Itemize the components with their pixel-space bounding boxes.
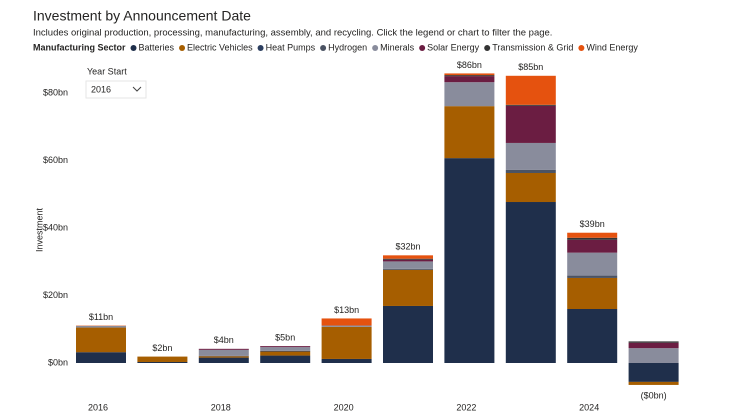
bar-segment[interactable]	[76, 327, 126, 353]
x-tick-label: 2020	[334, 402, 354, 412]
legend-label[interactable]: Solar Energy	[427, 42, 480, 52]
y-tick-label: $40bn	[43, 222, 68, 232]
total-label: $5bn	[275, 333, 295, 343]
y-tick-label: $80bn	[43, 87, 68, 97]
y-axis-label: Investment	[34, 207, 44, 252]
total-label: $11bn	[89, 312, 113, 322]
bar-segment[interactable]	[383, 259, 433, 262]
total-label: $13bn	[334, 305, 359, 315]
bar-segment[interactable]	[321, 326, 372, 359]
bar-segment[interactable]	[628, 341, 679, 343]
bar-segment[interactable]	[505, 202, 556, 363]
bar-segment[interactable]	[505, 142, 556, 170]
x-tick-label: 2022	[456, 402, 476, 412]
legend-label[interactable]: Electric Vehicles	[187, 42, 253, 52]
bar-segment[interactable]	[383, 261, 433, 269]
bar-segment[interactable]	[321, 318, 372, 326]
bar-segment[interactable]	[383, 269, 433, 306]
y-tick-label: $20bn	[43, 290, 68, 300]
chart-subtitle: Includes original production, processing…	[33, 28, 552, 39]
bar-segment[interactable]	[567, 277, 618, 309]
slicer-value[interactable]: 2016	[91, 84, 111, 94]
bar-segment[interactable]	[198, 356, 249, 358]
legend-label[interactable]: Heat Pumps	[266, 42, 316, 52]
total-label: $39bn	[580, 219, 605, 229]
bar-segment[interactable]	[444, 106, 495, 159]
bar-segment[interactable]	[137, 361, 188, 363]
bar-segment[interactable]	[260, 355, 311, 363]
legend-dot[interactable]	[372, 45, 379, 51]
total-label: $85bn	[518, 62, 543, 72]
bar-segment[interactable]	[505, 104, 556, 106]
bar-segment[interactable]	[444, 82, 495, 107]
bar-segment[interactable]	[444, 73, 495, 76]
chevron[interactable]	[132, 86, 142, 92]
bar-segment[interactable]	[260, 347, 311, 351]
bar-segment[interactable]	[137, 356, 188, 362]
legend-label[interactable]: Minerals	[380, 42, 415, 52]
bar-segment[interactable]	[505, 105, 556, 143]
y-tick-label: $60bn	[43, 155, 68, 165]
total-label: $86bn	[457, 60, 482, 70]
bar-segment[interactable]	[198, 348, 249, 350]
bar-segment[interactable]	[383, 258, 433, 260]
bar-segment[interactable]	[567, 275, 618, 278]
bar-segment[interactable]	[567, 237, 618, 240]
chart-title: Investment by Announcement Date	[33, 8, 251, 24]
legend-label[interactable]: Wind Energy	[586, 42, 638, 52]
legend-dot[interactable]	[484, 45, 491, 51]
bar-segment[interactable]	[505, 75, 556, 105]
bar-segment[interactable]	[628, 348, 679, 363]
x-tick-label: 2016	[88, 402, 108, 412]
legend-label[interactable]: Hydrogen	[328, 42, 367, 52]
legend-dot[interactable]	[257, 45, 264, 51]
bar-segment[interactable]	[383, 255, 433, 259]
total-label: $2bn	[152, 343, 172, 353]
bar-segment[interactable]	[198, 349, 249, 356]
bar-segment[interactable]	[260, 351, 311, 356]
legend-dot[interactable]	[179, 45, 186, 51]
legend-dot[interactable]	[130, 45, 137, 51]
bar-segment[interactable]	[444, 75, 495, 77]
bar-segment[interactable]	[444, 76, 495, 83]
bar-segment[interactable]	[628, 381, 679, 385]
legend-title: Manufacturing Sector	[33, 42, 126, 52]
bar-segment[interactable]	[260, 346, 311, 348]
bar-segment[interactable]	[567, 239, 618, 253]
total-label: $4bn	[214, 335, 234, 345]
x-tick-label: 2024	[579, 402, 599, 412]
bar-segment[interactable]	[444, 158, 495, 363]
legend-label[interactable]: Batteries	[139, 42, 175, 52]
bar-segment[interactable]	[383, 305, 433, 363]
total-label: $32bn	[395, 242, 420, 252]
bar-segment[interactable]	[628, 363, 679, 382]
legend-dot[interactable]	[578, 45, 585, 51]
bar-segment[interactable]	[505, 169, 556, 173]
bar-segment[interactable]	[321, 325, 372, 327]
slicer-label: Year Start	[87, 66, 127, 76]
y-tick-label: $0bn	[48, 357, 68, 367]
bar-segment[interactable]	[505, 172, 556, 203]
legend-dot[interactable]	[419, 45, 426, 51]
bar-segment[interactable]	[628, 342, 679, 349]
slicer-dropdown[interactable]	[85, 80, 147, 99]
x-tick-label: 2018	[211, 402, 231, 412]
bar-segment[interactable]	[76, 325, 126, 328]
bar-segment[interactable]	[567, 309, 618, 363]
legend-dot[interactable]	[320, 45, 327, 51]
bar-segment[interactable]	[198, 357, 249, 363]
total-label: ($0bn)	[641, 390, 667, 400]
bar-segment[interactable]	[260, 350, 311, 352]
bar-segment[interactable]	[321, 358, 372, 363]
bar-segment[interactable]	[567, 252, 618, 276]
legend-label[interactable]: Transmission & Grid	[492, 42, 573, 52]
bar-segment[interactable]	[383, 268, 433, 270]
bar-segment[interactable]	[76, 352, 126, 363]
bar-segment[interactable]	[567, 232, 618, 238]
